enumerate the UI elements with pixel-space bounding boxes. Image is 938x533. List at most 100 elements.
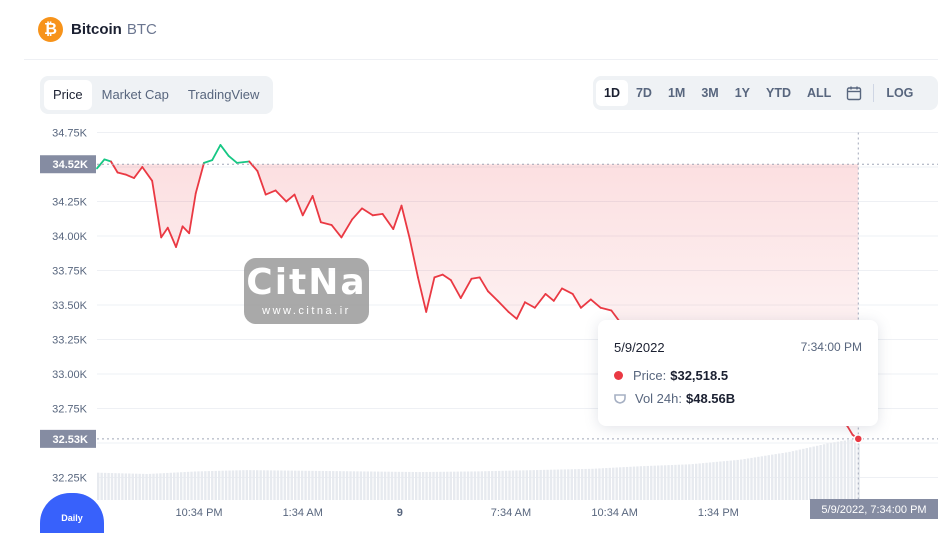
volume-bar: [294, 470, 297, 500]
volume-bar: [798, 449, 802, 500]
x-tick-label: 10:34 PM: [176, 507, 223, 519]
tab-market-cap[interactable]: Market Cap: [101, 87, 169, 102]
volume-bar: [815, 445, 819, 500]
price-tooltip: 5/9/2022 7:34:00 PM Price: $32,518.5 Vol…: [598, 320, 878, 426]
volume-bar: [249, 470, 252, 500]
volume-bar: [200, 471, 204, 500]
volume-bar: [131, 473, 134, 500]
volume-bar: [179, 472, 183, 500]
volume-bar: [342, 471, 345, 500]
volume-bar: [363, 471, 366, 500]
y-tick-label: 33.75K: [52, 266, 88, 278]
price-line-segment: [340, 218, 354, 239]
price-line-segment: [133, 166, 144, 179]
volume-bar: [204, 471, 207, 500]
tooltip-volume-value: $48.56B: [686, 391, 736, 406]
price-line-segment: [392, 204, 403, 231]
volume-bar: [591, 468, 594, 500]
volume-bar: [739, 459, 743, 500]
price-line-segment: [571, 293, 582, 309]
volume-bar: [390, 471, 394, 500]
volume-bar: [366, 471, 370, 500]
price-line-segment: [544, 293, 555, 302]
volume-bar: [453, 471, 456, 500]
price-line-segment: [361, 207, 374, 217]
volume-bar: [124, 473, 128, 500]
price-line-segment: [610, 309, 621, 323]
tooltip-price-value: $32,518.5: [670, 368, 729, 383]
volume-bar: [833, 442, 836, 500]
volume-bar: [276, 470, 280, 500]
header-divider: [24, 59, 938, 60]
range-1y-button[interactable]: 1Y: [734, 86, 751, 100]
price-dot-icon: [614, 371, 623, 380]
volume-bar: [332, 471, 335, 500]
range-7d-button[interactable]: 7D: [635, 86, 652, 100]
volume-bar: [622, 467, 625, 500]
volume-bar: [487, 471, 490, 500]
range-3m-button[interactable]: 3M: [701, 86, 719, 100]
volume-bar: [421, 472, 425, 500]
volume-bar: [639, 466, 643, 500]
price-line-segment: [599, 306, 613, 312]
volume-bar: [843, 440, 847, 500]
price-line-segment: [103, 158, 112, 163]
volume-bar: [715, 461, 719, 500]
volume-bar: [314, 470, 318, 500]
time-range-selector: 1D 7D 1M 3M 1Y YTD ALL LOG: [593, 76, 938, 110]
calendar-icon[interactable]: [841, 80, 867, 106]
price-line-segment: [496, 299, 510, 313]
volume-bar: [784, 452, 788, 500]
log-scale-button[interactable]: LOG: [886, 86, 914, 100]
volume-bar: [615, 467, 618, 500]
volume-bar: [819, 445, 822, 500]
volume-bar: [394, 471, 397, 500]
price-line-segment: [507, 310, 518, 320]
volume-bar: [646, 465, 649, 500]
volume-bar: [152, 473, 155, 500]
price-line-segment: [351, 207, 363, 221]
volume-bar: [791, 451, 795, 500]
range-ytd-button[interactable]: YTD: [766, 86, 792, 100]
volume-bar: [764, 455, 767, 500]
range-all-button[interactable]: ALL: [807, 86, 832, 100]
volume-bar: [190, 471, 193, 500]
range-1d-button[interactable]: 1D: [596, 80, 628, 106]
volume-bar: [100, 472, 103, 500]
volume-bar: [356, 471, 359, 500]
x-tick-label: 10:34 AM: [591, 507, 637, 519]
current-price-tag-bg: [40, 429, 96, 448]
volume-bar: [480, 471, 484, 500]
volume-bar: [155, 473, 159, 500]
volume-bar: [774, 454, 777, 500]
volume-bar: [307, 470, 311, 500]
price-line-segment: [181, 225, 191, 235]
y-tick-label: 32.25K: [52, 473, 88, 485]
volume-bar: [567, 469, 570, 500]
volume-bar: [373, 471, 376, 500]
bitcoin-logo-icon: ₿: [38, 16, 63, 42]
volume-bar: [376, 471, 380, 500]
volume-bar: [529, 470, 532, 500]
volume-bar: [708, 462, 712, 500]
volume-bar: [767, 455, 770, 500]
volume-bar: [159, 473, 162, 500]
price-line-segment: [211, 144, 222, 162]
volume-bar: [186, 471, 190, 500]
price-line-segment: [285, 193, 296, 203]
volume-bar: [283, 470, 287, 500]
volume-bar: [771, 454, 774, 500]
volume-bar: [269, 470, 273, 500]
range-1m-button[interactable]: 1M: [667, 86, 686, 100]
volume-bar: [601, 468, 605, 500]
volume-bar: [456, 471, 459, 500]
range-divider: [873, 84, 875, 102]
tab-price[interactable]: Price: [44, 80, 92, 110]
volume-bar: [701, 463, 705, 500]
volume-bar: [245, 470, 249, 500]
volume-bar: [103, 472, 107, 500]
volume-bar: [477, 471, 480, 500]
volume-bar: [484, 471, 487, 500]
volume-bar: [598, 468, 601, 500]
tab-tradingview[interactable]: TradingView: [187, 87, 260, 102]
